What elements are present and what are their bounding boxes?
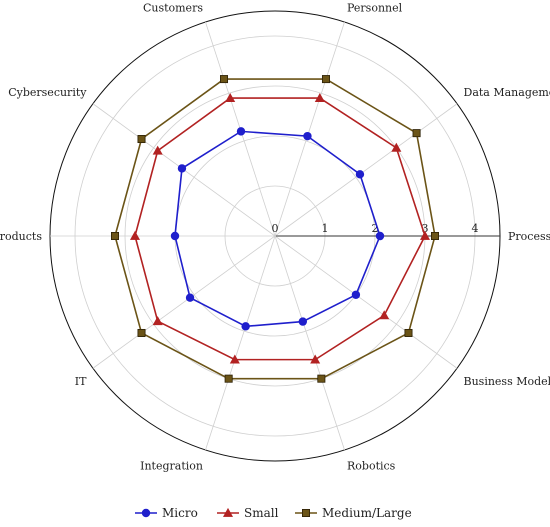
axis-label-integration: Integration [140, 460, 203, 473]
radial-tick-1: 1 [322, 222, 329, 235]
point-small-7 [229, 354, 240, 364]
series-micro [170, 127, 385, 331]
point-medium-large-2 [321, 75, 330, 84]
spoke-personnel [274, 21, 345, 237]
axis-label-data-management: Data Management [464, 86, 550, 99]
series-line-small [134, 97, 426, 361]
axis-label-it: IT [75, 375, 87, 388]
point-medium-large-0 [430, 231, 439, 240]
legend-marker-small [222, 507, 234, 517]
point-medium-large-1 [412, 129, 421, 138]
spoke-data-management [274, 103, 458, 237]
point-small-6 [152, 316, 163, 326]
point-small-8 [310, 354, 321, 364]
point-small-0 [419, 230, 431, 240]
radial-tick-0: 0 [272, 222, 279, 235]
point-small-1 [391, 142, 402, 152]
legend: Micro Small Medium/Large [135, 506, 412, 520]
point-small-9 [379, 310, 390, 320]
point-micro-4 [177, 164, 187, 173]
point-micro-6 [185, 293, 195, 302]
axis-label-business-model: Business Model [464, 375, 550, 388]
point-micro-3 [236, 127, 246, 136]
point-medium-large-6 [137, 328, 146, 337]
point-small-4 [152, 145, 163, 155]
radial-tick-labels: 0 1 2 3 4 [272, 222, 479, 235]
legend-label-small: Small [244, 506, 279, 520]
legend-item-micro: Micro [135, 506, 198, 520]
point-medium-large-8 [317, 374, 326, 383]
point-small-2 [314, 92, 325, 102]
point-medium-large-5 [111, 231, 120, 240]
legend-label-micro: Micro [162, 506, 198, 520]
point-micro-9 [351, 290, 361, 299]
point-medium-large-7 [224, 374, 233, 383]
point-medium-large-4 [137, 135, 146, 144]
point-micro-7 [241, 322, 250, 331]
axis-label-products: Products [0, 230, 42, 243]
series-medium-large [111, 75, 439, 383]
radial-tick-4: 4 [472, 222, 479, 235]
legend-label-medium-large: Medium/Large [322, 506, 412, 520]
legend-marker-medium-large [301, 508, 310, 517]
spoke-business-model [274, 235, 458, 369]
point-micro-2 [303, 131, 312, 141]
series-small [129, 92, 431, 364]
point-small-3 [225, 92, 236, 102]
radial-tick-2: 2 [372, 222, 379, 235]
spoke-it [92, 235, 276, 369]
axis-label-customers: Customers [143, 1, 203, 14]
point-micro-0 [375, 231, 385, 241]
radial-tick-3: 3 [422, 222, 429, 235]
point-micro-5 [170, 231, 180, 241]
legend-item-medium-large: Medium/Large [295, 506, 412, 520]
point-medium-large-9 [404, 328, 413, 337]
spoke-integration [205, 235, 276, 451]
spoke-robotics [274, 235, 345, 451]
series-layer [111, 75, 439, 383]
point-medium-large-3 [220, 75, 229, 84]
axis-label-cybersecurity: Cybersecurity [8, 86, 87, 99]
axis-label-processes: Processes [508, 230, 550, 243]
axis-label-robotics: Robotics [347, 460, 396, 473]
legend-marker-micro [141, 508, 151, 518]
legend-item-small: Small [217, 506, 279, 520]
point-micro-8 [298, 317, 308, 326]
axis-label-personnel: Personnel [347, 1, 403, 14]
point-small-5 [129, 230, 141, 240]
point-micro-1 [355, 170, 365, 179]
axis-labels: Processes Data Management Personnel Custome… [0, 1, 550, 472]
